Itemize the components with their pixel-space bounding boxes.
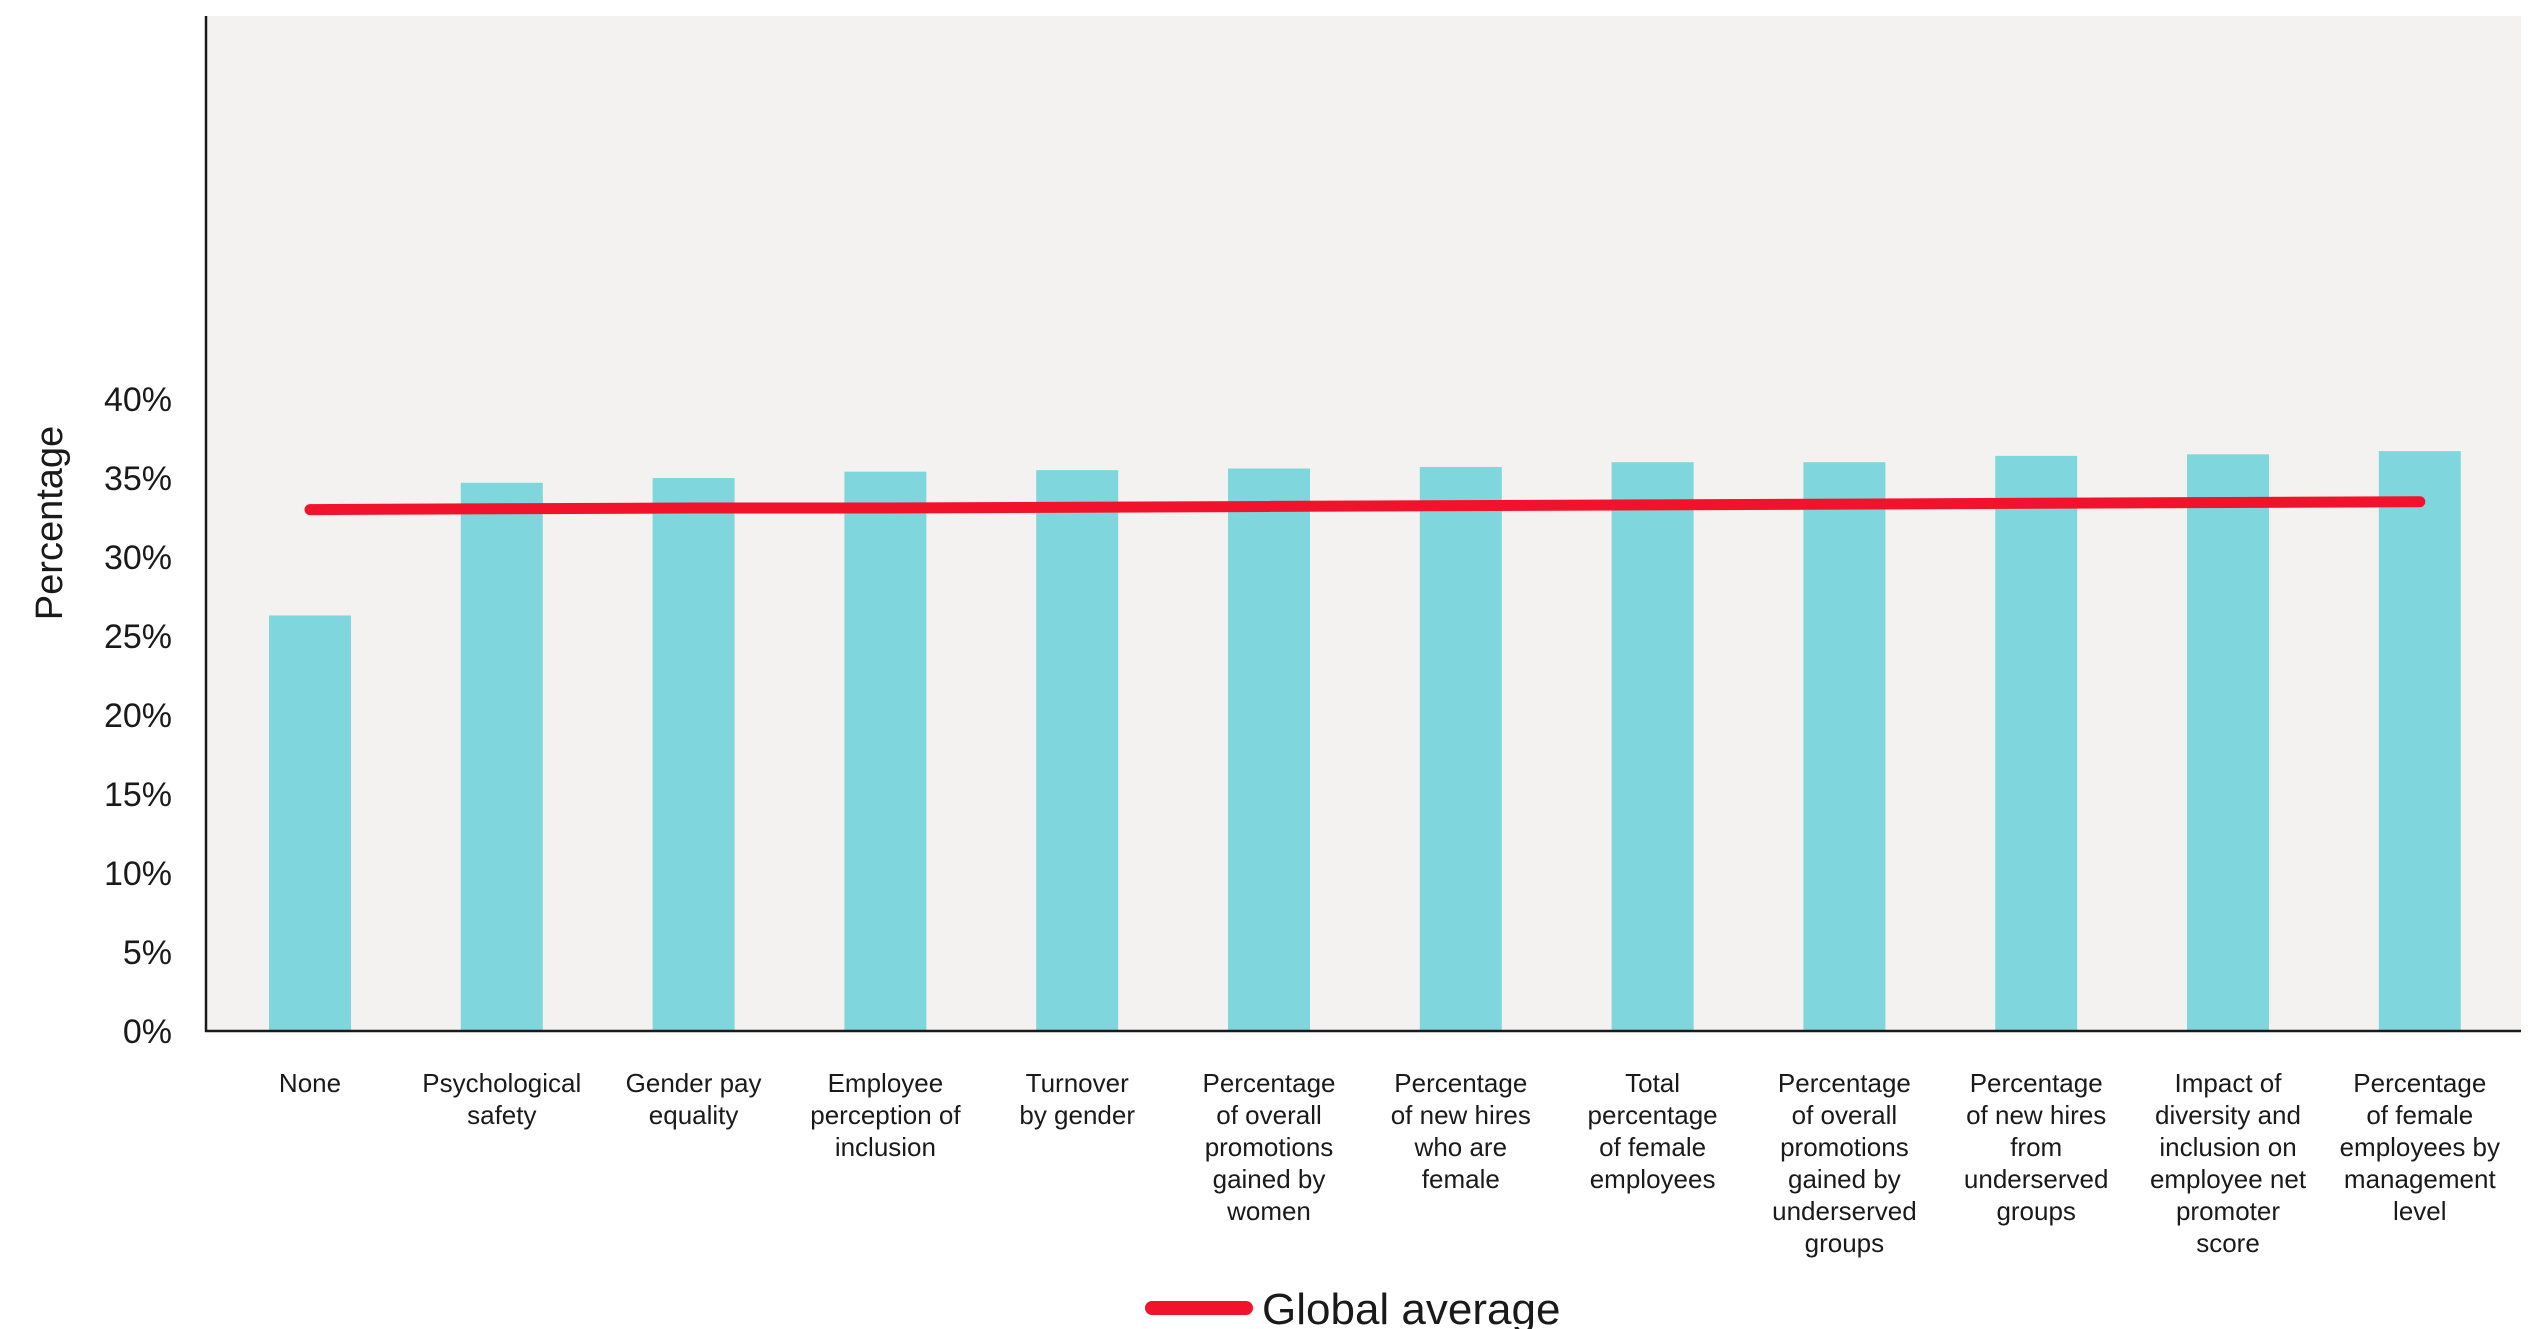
x-tick-label: Psychological safety xyxy=(422,1068,581,1130)
bar xyxy=(652,478,735,1031)
bar xyxy=(1036,470,1119,1032)
bar xyxy=(844,471,927,1031)
x-tick-label: Percentage of overall promotions gained by w… xyxy=(1203,1068,1336,1226)
y-tick-label: 35% xyxy=(104,460,172,498)
bar xyxy=(269,615,351,1031)
bar xyxy=(1611,462,1694,1031)
x-tick-label: None xyxy=(279,1068,341,1098)
y-tick-label: 40% xyxy=(104,381,172,419)
x-tick-label: Percentage of new hires who are female xyxy=(1391,1068,1531,1194)
bar xyxy=(1228,468,1310,1031)
x-tick-label: Employee perception of inclusion xyxy=(810,1068,961,1162)
y-tick-label: 20% xyxy=(104,697,172,735)
bars-group xyxy=(269,451,2461,1032)
x-tick-label: Gender pay equality xyxy=(626,1068,762,1130)
bar xyxy=(460,482,543,1031)
global-average-line-group xyxy=(304,496,2426,516)
x-tick-label: Total percentage of female employees xyxy=(1588,1068,1718,1194)
y-tick-label: 15% xyxy=(104,776,172,814)
x-category-labels: None Psychological safety Gender pay equalit… xyxy=(279,1068,2500,1258)
bar xyxy=(1995,455,2078,1031)
y-tick-label: 5% xyxy=(123,934,172,972)
bar xyxy=(2378,451,2461,1031)
bar xyxy=(1803,462,1886,1031)
plot-background xyxy=(206,16,2521,1030)
x-tick-label: Percentage of overall promotions gained by u… xyxy=(1772,1068,1917,1258)
global-average-line xyxy=(304,496,2426,516)
y-tick-label: 30% xyxy=(104,539,172,577)
y-tick-labels: 0% 5% 10% 15% 20% 25% 30% 35% 40% xyxy=(104,381,172,1051)
x-tick-label: Impact of diversity and inclusion on employ… xyxy=(2150,1068,2307,1258)
x-tick-label: Percentage of female employees by managemen… xyxy=(2340,1068,2500,1226)
y-axis-title: Percentage xyxy=(29,426,71,620)
x-tick-label: Turnover by gender xyxy=(1019,1068,1135,1130)
y-tick-label: 0% xyxy=(123,1013,172,1051)
bar xyxy=(2187,454,2269,1031)
legend: Global average xyxy=(1145,1285,1560,1329)
bar xyxy=(1419,466,1502,1031)
legend-label-global-average: Global average xyxy=(1262,1285,1560,1329)
y-tick-label: 10% xyxy=(104,855,172,893)
y-tick-label: 25% xyxy=(104,618,172,656)
x-tick-label: Percentage of new hires from underserved gro… xyxy=(1964,1068,2109,1226)
